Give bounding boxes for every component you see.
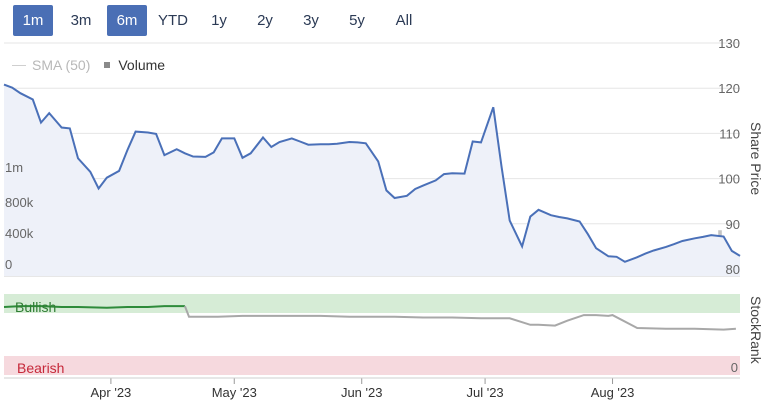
- axis-ticks: 130 120 110 100 90 80 1m 800k 400k 0 0 Apr '23 May '…: [4, 36, 740, 400]
- price-tick-label: 100: [718, 172, 740, 187]
- sma-legend-swatch[interactable]: [12, 64, 26, 66]
- volume-tick-label: 800k: [5, 195, 34, 210]
- date-tick-label: Apr '23: [91, 385, 132, 400]
- stockrank-bullish-segment: [3, 305, 185, 309]
- range-1y-button[interactable]: 1y: [211, 12, 227, 29]
- date-tick-label: Aug '23: [591, 385, 635, 400]
- price-tick-label: 80: [726, 262, 740, 277]
- bullish-band: [4, 294, 740, 313]
- date-tick-label: Jun '23: [341, 385, 383, 400]
- sma-legend-label[interactable]: SMA (50): [32, 57, 91, 73]
- volume-tick-label: 1m: [5, 160, 23, 175]
- volume-tick-label: 400k: [5, 226, 34, 241]
- date-tick-label: Jul '23: [466, 385, 503, 400]
- range-ytd-button[interactable]: YTD: [158, 12, 188, 29]
- chart-legend: SMA (50) Volume: [12, 57, 165, 73]
- range-5y-button[interactable]: 5y: [349, 12, 365, 29]
- range-2y-button[interactable]: 2y: [257, 12, 273, 29]
- range-6m-button[interactable]: 6m: [107, 5, 147, 36]
- price-line: [3, 83, 741, 263]
- bearish-band: [4, 356, 740, 375]
- stockrank-zero-label: 0: [731, 360, 738, 375]
- range-all-button[interactable]: All: [395, 12, 413, 29]
- share-price-axis-title: Share Price: [748, 122, 764, 195]
- price-tick-label: 130: [718, 36, 740, 51]
- stockrank-neutral-segment: [183, 305, 736, 331]
- price-tick-label: 120: [718, 81, 740, 96]
- stockrank-axis-title: StockRank: [748, 296, 764, 365]
- stockrank-bands: [4, 294, 740, 375]
- range-3m-button[interactable]: 3m: [70, 12, 92, 29]
- bearish-label: Bearish: [17, 360, 64, 376]
- stockrank-line: [3, 305, 736, 331]
- volume-legend-label[interactable]: Volume: [118, 57, 166, 73]
- volume-tick-label: 0: [5, 257, 12, 272]
- date-tick-label: May '23: [212, 385, 257, 400]
- range-1m-button[interactable]: 1m: [13, 5, 53, 36]
- range-3y-button[interactable]: 3y: [303, 12, 319, 29]
- band-labels: Bullish Bearish: [15, 299, 64, 376]
- price-tick-label: 110: [719, 126, 740, 141]
- price-area: [4, 84, 740, 276]
- volume-legend-swatch[interactable]: [104, 62, 111, 68]
- bullish-label: Bullish: [15, 299, 56, 315]
- price-tick-label: 90: [726, 217, 740, 232]
